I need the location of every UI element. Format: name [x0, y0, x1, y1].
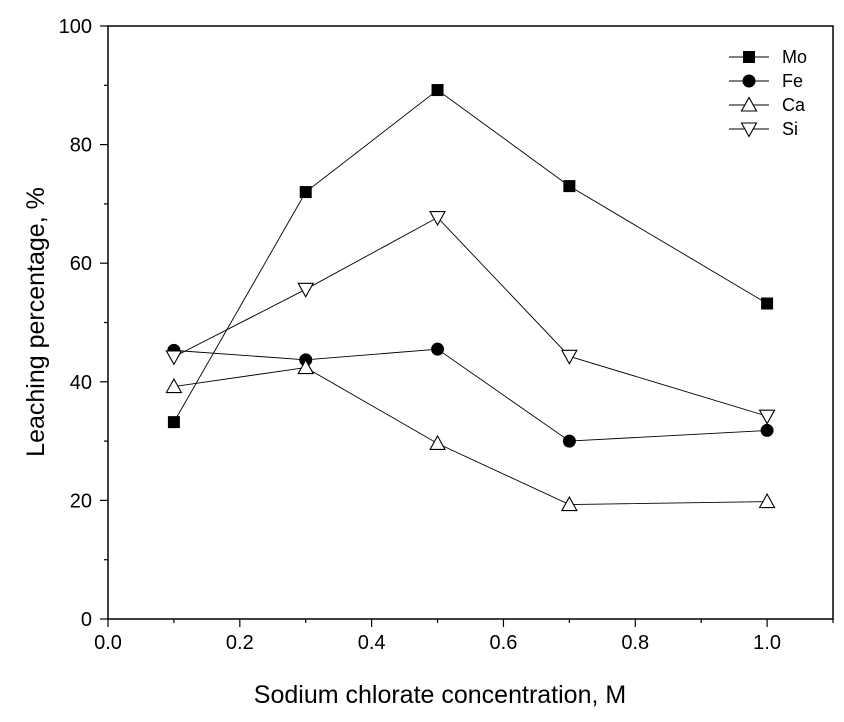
plot-frame [107, 25, 834, 620]
point-ca [297, 358, 315, 375]
x-tick-label: 0.8 [621, 632, 649, 654]
series-layer [165, 84, 776, 512]
y-tick-label: 0 [81, 609, 92, 631]
point-mo [167, 416, 180, 429]
point-ca [758, 492, 776, 509]
x-tick-label: 0.4 [358, 632, 386, 654]
legend-label-mo: Mo [782, 47, 807, 67]
point-fe [760, 423, 774, 437]
y-tick-label: 60 [70, 253, 92, 275]
point-fe [562, 434, 576, 448]
series-line-ca [173, 367, 768, 506]
axes [107, 25, 834, 620]
x-tick-label: 0.6 [490, 632, 518, 654]
y-tick-label: 20 [70, 490, 92, 512]
series-line-fe [173, 348, 768, 442]
legend-marker-fe [742, 74, 756, 88]
series-si [165, 210, 776, 425]
x-tick-label: 0.2 [226, 632, 254, 654]
x-axis-title: Sodium chlorate concentration, M [254, 681, 626, 709]
point-si [429, 210, 446, 227]
point-si [165, 350, 183, 366]
legend-item-ca: Ca [729, 95, 806, 115]
point-ca [429, 434, 446, 451]
series-fe [167, 342, 774, 448]
x-tick-label: 1.0 [753, 632, 781, 654]
point-ca [165, 377, 183, 394]
legend-marker-ca [740, 96, 758, 112]
point-fe [431, 342, 445, 356]
point-si [297, 282, 315, 298]
series-ca [165, 358, 776, 512]
x-tick-label: 0.0 [94, 632, 122, 654]
legend: Mo Fe Ca Si [729, 47, 807, 139]
legend-item-si: Si [729, 119, 798, 139]
y-tick-label: 40 [70, 372, 92, 394]
legend-item-mo: Mo [729, 47, 807, 67]
point-mo [299, 186, 312, 199]
legend-label-si: Si [782, 119, 798, 139]
point-ca [560, 495, 578, 512]
legend-marker-si [740, 122, 758, 138]
series-line-si [173, 216, 768, 417]
series-mo [167, 84, 774, 429]
y-tick-label: 80 [70, 135, 92, 157]
y-axis-ticks: 0 20 40 60 80 100 [59, 16, 108, 631]
x-axis-ticks: 0.0 0.2 0.4 0.6 0.8 1.0 [94, 619, 834, 654]
point-mo [761, 297, 774, 310]
legend-label-fe: Fe [782, 71, 803, 91]
y-tick-label: 100 [59, 16, 92, 38]
legend-item-fe: Fe [729, 71, 803, 91]
legend-label-ca: Ca [782, 95, 806, 115]
point-si [758, 409, 776, 425]
point-si [560, 349, 578, 365]
legend-marker-mo [743, 51, 755, 63]
y-axis-title: Leaching percentage, % [22, 187, 50, 457]
point-mo [431, 84, 444, 97]
point-mo [563, 180, 576, 193]
